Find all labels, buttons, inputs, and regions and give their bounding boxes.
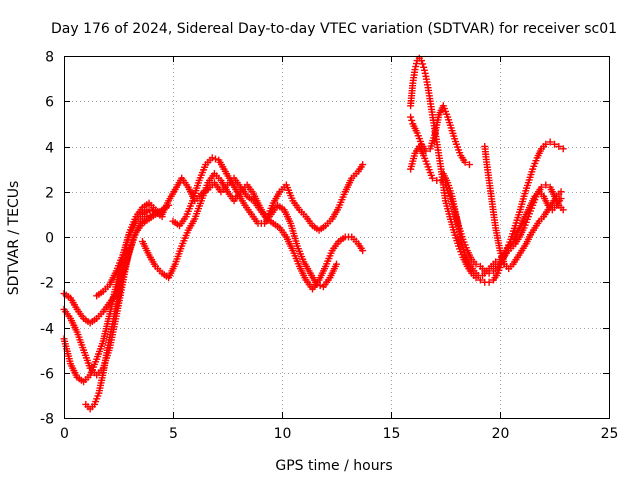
series-sat-track-2 xyxy=(60,206,166,386)
data-point xyxy=(465,161,473,169)
data-point xyxy=(146,212,154,220)
data-point xyxy=(359,161,367,169)
data-point xyxy=(143,213,151,221)
data-point xyxy=(145,206,153,214)
y-tick-label: 6 xyxy=(45,95,54,111)
data-point xyxy=(537,183,545,191)
series-sat-track-12 xyxy=(481,143,565,273)
data-point xyxy=(559,206,567,214)
y-axis-title: SDTVAR / TECUs xyxy=(6,181,22,296)
chart-title: Day 176 of 2024, Sidereal Day-to-day VTE… xyxy=(51,21,617,37)
y-tick-label: -6 xyxy=(40,367,54,383)
y-tick-label: 8 xyxy=(45,50,54,66)
y-tick-label: -2 xyxy=(40,276,54,292)
y-tick-label: 2 xyxy=(45,186,54,202)
x-tick-label: 15 xyxy=(383,426,401,442)
series-sat-track-6 xyxy=(138,170,367,293)
data-points xyxy=(60,54,567,413)
data-point xyxy=(408,116,416,124)
series-sat-track-5 xyxy=(93,161,367,300)
data-point xyxy=(555,143,563,150)
grid-layer xyxy=(64,56,609,418)
data-point xyxy=(407,113,415,121)
y-tick-label: -4 xyxy=(40,322,54,338)
data-point xyxy=(557,188,565,196)
data-point xyxy=(461,158,469,166)
x-tick-label: 0 xyxy=(60,426,69,442)
axis-ticks: 0 5 10 15 20 25 -8 -6 -4 -2 0 2 4 6 8 xyxy=(40,50,618,443)
series-sat-track-7 xyxy=(169,154,340,291)
y-tick-label: 0 xyxy=(45,231,54,247)
series-sat-track-9 xyxy=(407,102,473,169)
data-point xyxy=(208,154,216,162)
data-point xyxy=(542,181,550,189)
data-point xyxy=(149,210,157,218)
x-tick-label: 25 xyxy=(601,426,619,442)
data-point xyxy=(546,138,554,146)
data-point xyxy=(472,260,480,268)
data-point xyxy=(316,282,324,290)
x-tick-label: 20 xyxy=(492,426,510,442)
series-sat-track-4 xyxy=(82,210,157,413)
x-tick-label: 5 xyxy=(169,426,178,442)
data-point xyxy=(333,260,340,268)
x-axis-title: GPS time / hours xyxy=(275,458,392,474)
data-point xyxy=(428,174,436,182)
plot-frame xyxy=(64,56,610,419)
x-tick-label: 10 xyxy=(274,426,292,442)
y-tick-label: 4 xyxy=(45,141,54,157)
data-point xyxy=(313,281,321,289)
data-point xyxy=(359,247,367,255)
data-point xyxy=(542,140,550,148)
data-point xyxy=(551,140,558,148)
data-point xyxy=(559,145,567,153)
data-point xyxy=(492,258,500,266)
data-point xyxy=(485,278,493,286)
data-point xyxy=(419,60,427,68)
data-point xyxy=(212,155,220,163)
data-point xyxy=(418,57,426,65)
data-point xyxy=(476,276,484,284)
y-tick-label: -8 xyxy=(40,412,54,428)
